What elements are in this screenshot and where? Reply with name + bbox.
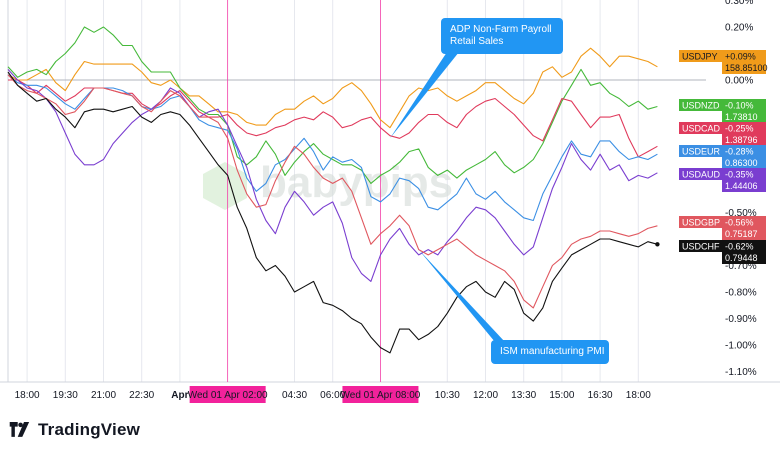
session-marker-label: Wed 01 Apr 08:00 [341, 386, 421, 403]
series-label-usdcad: USDCAD -0.25%1.38796 [679, 122, 766, 146]
x-tick-label: 16:30 [588, 390, 613, 401]
series-change: +0.09% [725, 52, 756, 62]
series-change: -0.10% [725, 101, 754, 111]
series-name-badge [679, 50, 722, 62]
series-name: USDGBP [682, 218, 720, 228]
session-markers [227, 0, 381, 382]
x-tick-label: 06:00 [320, 390, 345, 401]
annotation-box [491, 340, 609, 364]
series-value-badge [722, 168, 766, 192]
x-tick-label: 12:00 [473, 390, 498, 401]
x-tick-label: 22:30 [129, 390, 154, 401]
series-value-badge [722, 122, 766, 146]
annotation-text: Retail Sales [450, 36, 503, 47]
x-tick-label: 18:00 [15, 390, 40, 401]
x-tick-label: Apr [171, 390, 188, 401]
series-change: -0.56% [725, 218, 754, 228]
series-value-badge [722, 145, 766, 169]
series-name: USDAUD [682, 170, 721, 180]
x-tick-label: 18:00 [626, 390, 651, 401]
x-tick-label: 15:00 [549, 390, 574, 401]
annotation-pointer [390, 52, 459, 139]
y-tick-label: -1.00% [725, 341, 757, 352]
series-label-usdeur: USDEUR -0.28%0.86300 [679, 145, 766, 169]
series-name-badge [679, 240, 722, 252]
y-tick-label: 0.20% [725, 23, 753, 34]
series-labels: USDJPY +0.09%158.85100 USDNZD -0.10%1.73810… [679, 50, 768, 264]
session-marker-badge [189, 386, 266, 403]
series-name-badge [679, 168, 722, 180]
series-name: USDJPY [682, 52, 718, 62]
series-change: -0.28% [725, 147, 754, 157]
annotation-pointer [418, 249, 505, 342]
series-price: 0.75187 [725, 229, 758, 239]
series-price: 0.86300 [725, 158, 758, 168]
y-tick-label: -0.80% [725, 288, 757, 299]
series-name-badge [679, 122, 722, 134]
series-price: 1.38796 [725, 135, 758, 145]
series-end-dot [655, 242, 660, 247]
y-tick-label: 0.00% [725, 76, 753, 87]
y-tick-label: -0.90% [725, 314, 757, 325]
x-tick-label: 19:30 [53, 390, 78, 401]
series-price: 1.44406 [725, 181, 758, 191]
series-name: USDEUR [682, 147, 721, 157]
babypips-watermark: babypips [203, 158, 453, 210]
series-label-usdgbp: USDGBP -0.56%0.75187 [679, 216, 766, 240]
series-label-usdchf: USDCHF -0.62%0.79448 [679, 240, 766, 264]
series-line-usdjpy [7, 47, 658, 129]
series-line-usdchf [7, 71, 658, 354]
y-tick-label: -0.50% [725, 208, 757, 219]
series-line-usdnzd [7, 26, 658, 184]
session-marker-badge [342, 386, 419, 403]
session-marker-label: Wed 01 Apr 02:00 [188, 386, 268, 403]
series-name-badge [679, 145, 722, 157]
series-name-badge [679, 216, 722, 228]
series-name: USDCHF [682, 242, 720, 252]
series-lines [7, 26, 660, 354]
series-label-usdjpy: USDJPY +0.09%158.85100 [679, 50, 768, 74]
series-price: 1.73810 [725, 112, 758, 122]
series-change: -0.25% [725, 124, 754, 134]
series-name: USDNZD [682, 101, 720, 111]
series-price: 0.79448 [725, 253, 758, 263]
series-value-badge [722, 240, 766, 264]
babypips-logo-hex [203, 162, 247, 210]
series-name: USDCAD [682, 124, 721, 134]
series-label-usdaud: USDAUD -0.35%1.44406 [679, 168, 766, 192]
series-value-badge [722, 50, 766, 74]
annotation-text: ADP Non-Farm Payroll [450, 24, 552, 35]
series-line-usdeur [7, 74, 658, 222]
series-label-usdnzd: USDNZD -0.10%1.73810 [679, 99, 766, 123]
x-tick-label: 21:00 [91, 390, 116, 401]
series-change: -0.62% [725, 242, 754, 252]
tradingview-logo-icon [9, 422, 30, 437]
series-price: 158.85100 [725, 63, 768, 73]
series-value-badge [722, 99, 766, 123]
annotation-callout: ISM manufacturing PMI [418, 249, 609, 364]
y-tick-label: -1.10% [725, 367, 757, 378]
x-tick-label: 13:30 [511, 390, 536, 401]
tradingview-wordmark: TradingView [38, 420, 141, 439]
x-tick-label: 04:30 [282, 390, 307, 401]
session-marker-text: Wed 01 Apr 02:00 [188, 390, 268, 401]
y-axis: 0.30% 0.20% 0.00% -0.50% -0.70% -0.80% -0.90% -… [725, 0, 757, 378]
tradingview-brand: TradingView [8, 420, 140, 440]
series-value-badge [722, 216, 766, 240]
x-axis: Wed 01 Apr 02:00 Wed 01 Apr 08:00 18:00 19:… [15, 386, 651, 403]
session-marker-text: Wed 01 Apr 08:00 [341, 390, 421, 401]
series-change: -0.35% [725, 170, 754, 180]
annotation-text: ISM manufacturing PMI [500, 346, 604, 357]
series-line-usdaud [7, 69, 658, 282]
annotation-box [441, 18, 563, 54]
x-tick-label: 10:30 [435, 390, 460, 401]
series-line-usdgbp [7, 74, 658, 309]
series-name-badge [679, 99, 722, 111]
y-tick-label: -0.70% [725, 261, 757, 272]
y-tick-label: 0.30% [725, 0, 753, 7]
